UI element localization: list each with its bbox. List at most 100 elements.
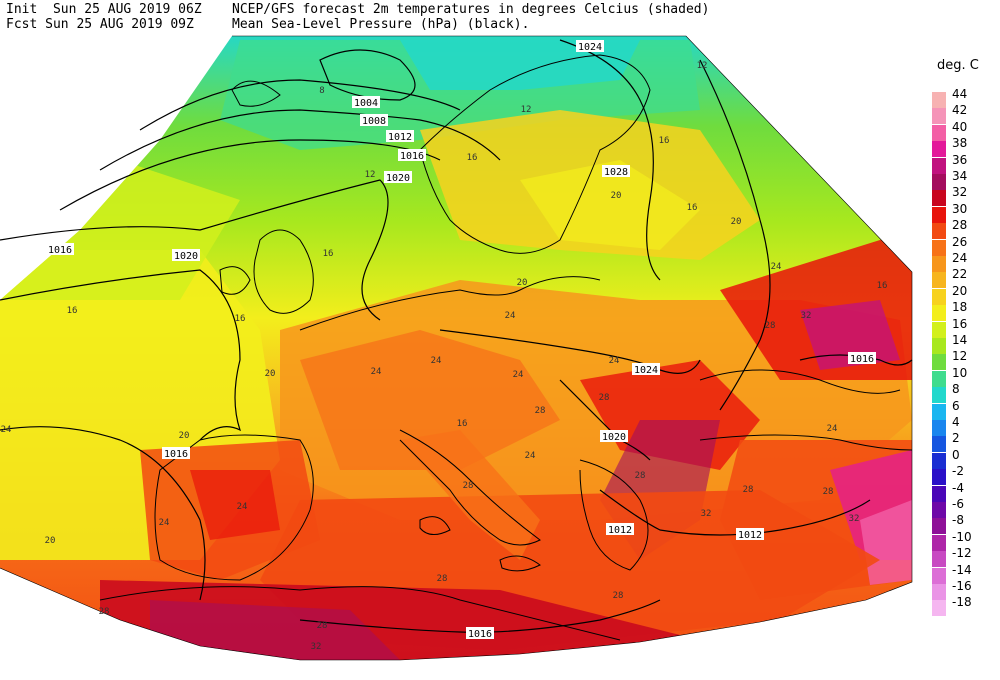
legend-swatch <box>932 370 946 387</box>
legend-swatch <box>932 157 946 174</box>
init-label: Init Sun 25 AUG 2019 06Z <box>6 2 202 17</box>
legend-label: 26 <box>952 234 968 249</box>
svg-text:1020: 1020 <box>386 173 410 184</box>
legend-swatch <box>932 403 946 420</box>
legend-swatch <box>932 354 946 371</box>
legend-swatch <box>932 288 946 305</box>
temp-label: 16 <box>323 249 334 259</box>
temp-label: 24 <box>609 356 620 366</box>
temp-label: 32 <box>701 509 712 519</box>
temp-label: 16 <box>467 153 478 163</box>
temp-label: 8 <box>319 86 324 96</box>
legend-label: -16 <box>952 579 972 593</box>
temp-label: 24 <box>525 451 536 461</box>
temp-label: 24 <box>827 424 838 434</box>
legend-label: 22 <box>952 267 968 282</box>
legend-label: 0 <box>952 447 960 462</box>
temp-label: 16 <box>877 281 888 291</box>
temp-label: 28 <box>317 621 328 631</box>
legend-label: -4 <box>952 480 964 495</box>
legend-swatch <box>932 600 946 617</box>
legend-label: 2 <box>952 431 960 446</box>
legend-swatch <box>932 141 946 158</box>
temp-label: 24 <box>237 502 248 512</box>
legend-swatch <box>932 174 946 190</box>
legend-swatch <box>932 108 946 125</box>
legend-label: 36 <box>952 152 968 167</box>
legend-label: -6 <box>952 497 964 511</box>
svg-text:1012: 1012 <box>608 525 632 536</box>
temp-label: 16 <box>457 419 468 429</box>
isobar-label: 1012 <box>606 523 634 536</box>
legend-swatch <box>932 436 946 453</box>
legend-label: 6 <box>952 398 960 413</box>
legend-swatch <box>932 551 946 568</box>
svg-text:1016: 1016 <box>164 449 188 460</box>
legend-label: -2 <box>952 464 964 479</box>
temp-label: 28 <box>599 393 610 403</box>
temp-label: 32 <box>801 311 812 321</box>
svg-text:1020: 1020 <box>174 251 198 262</box>
legend-swatch <box>932 223 946 240</box>
temp-label: 28 <box>743 485 754 495</box>
isobar-label: 1020 <box>172 249 200 262</box>
legend-label: 24 <box>952 251 968 265</box>
isobar-label: 1020 <box>384 171 412 184</box>
legend-swatch <box>932 452 946 469</box>
legend-label: 30 <box>952 201 968 216</box>
legend-label: 28 <box>952 218 968 233</box>
legend-label: 38 <box>952 136 968 151</box>
temp-label: 24 <box>1 425 12 435</box>
temp-label: 12 <box>697 61 708 71</box>
legend-swatch <box>932 485 946 502</box>
coastlines <box>99 54 913 641</box>
legend-swatch <box>932 469 946 486</box>
temp-label: 24 <box>505 311 516 321</box>
legend-label: 20 <box>952 283 968 298</box>
temp-label: 24 <box>159 518 170 528</box>
isobars <box>0 39 913 633</box>
svg-text:1016: 1016 <box>400 151 424 162</box>
temp-label: 16 <box>67 306 78 316</box>
temp-label: 20 <box>611 191 622 201</box>
temp-label: 28 <box>99 607 110 617</box>
svg-text:1024: 1024 <box>634 365 658 376</box>
legend-swatch <box>932 206 946 223</box>
temp-label: 16 <box>235 314 246 324</box>
forecast-label: Fcst Sun 25 AUG 2019 09Z <box>6 17 194 32</box>
temp-label: 24 <box>513 370 524 380</box>
svg-text:1012: 1012 <box>738 530 762 541</box>
temp-label: 20 <box>179 431 190 441</box>
svg-text:1020: 1020 <box>602 432 626 443</box>
legend-label: 10 <box>952 365 968 380</box>
temp-label: 32 <box>849 514 860 524</box>
legend-label: -18 <box>952 595 972 610</box>
legend-swatch <box>932 518 946 535</box>
legend-swatch <box>932 239 946 256</box>
legend-label: 18 <box>952 300 968 315</box>
legend-swatch <box>932 338 946 354</box>
isobar-label: 1004 <box>352 96 380 109</box>
svg-text:1016: 1016 <box>48 245 72 256</box>
temp-label: 20 <box>517 278 528 288</box>
isobar-label: 1020 <box>600 430 628 443</box>
temp-label: 28 <box>437 574 448 584</box>
legend-label: 8 <box>952 382 960 397</box>
temp-label: 24 <box>431 356 442 366</box>
legend-swatch <box>932 584 946 600</box>
temp-label: 28 <box>765 321 776 331</box>
legend-label: -8 <box>952 513 964 528</box>
temp-label: 20 <box>45 536 56 546</box>
isobar-label: 1024 <box>576 40 604 53</box>
legend-label: 4 <box>952 415 960 429</box>
temp-label: 24 <box>371 367 382 377</box>
svg-text:1008: 1008 <box>362 116 386 127</box>
svg-text:1028: 1028 <box>604 167 628 178</box>
legend-label: -12 <box>952 546 972 561</box>
legend-swatch <box>932 502 946 518</box>
isobar-label: 1016 <box>466 627 494 640</box>
isobar-label: 1016 <box>398 149 426 162</box>
legend-label: -10 <box>952 529 972 544</box>
legend-label: 44 <box>952 87 968 101</box>
svg-text:1024: 1024 <box>578 42 602 53</box>
